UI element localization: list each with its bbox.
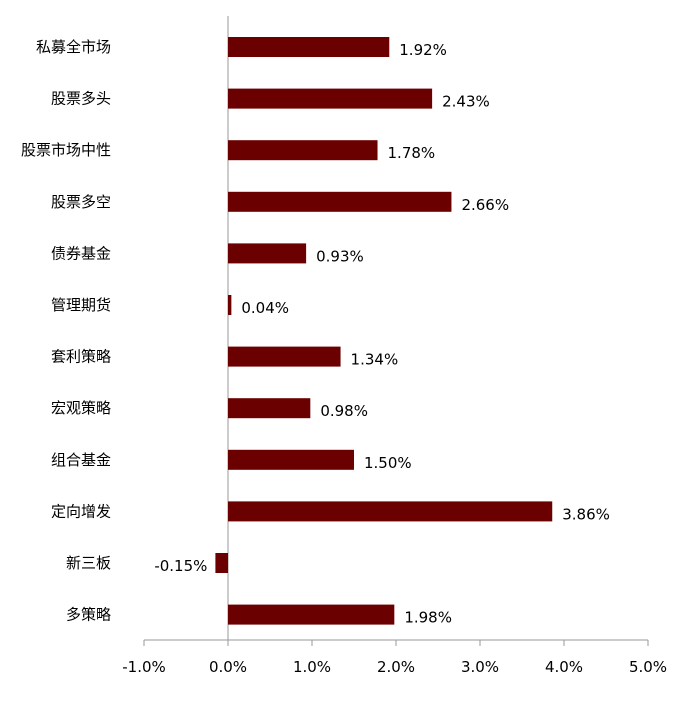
category-label: 宏观策略	[51, 399, 111, 417]
category-label: 债券基金	[51, 244, 111, 262]
bar	[228, 191, 452, 212]
category-label: 股票多头	[51, 90, 111, 108]
category-label: 多策略	[66, 606, 111, 624]
x-tick-label: 0.0%	[209, 658, 247, 676]
value-label: 3.86%	[562, 505, 610, 523]
bar	[228, 295, 232, 315]
bar-layer	[215, 37, 553, 625]
x-tick-label: 3.0%	[461, 658, 499, 676]
value-label: 2.66%	[461, 196, 509, 214]
bar	[215, 553, 228, 573]
category-label: 私募全市场	[36, 38, 111, 56]
axis-layer	[143, 16, 649, 646]
x-tick-label: 5.0%	[629, 658, 667, 676]
value-label: 1.92%	[399, 41, 447, 59]
category-label: 定向增发	[51, 502, 111, 520]
value-label: 1.78%	[388, 144, 436, 162]
x-tick-label: 2.0%	[377, 658, 415, 676]
x-tick-label: -1.0%	[122, 658, 166, 676]
category-label: 新三板	[66, 554, 111, 572]
bar	[228, 501, 553, 522]
value-label: 1.34%	[351, 351, 399, 369]
value-label: 1.50%	[364, 454, 412, 472]
value-label: -0.15%	[154, 557, 207, 575]
value-label: 0.93%	[316, 247, 364, 265]
value-label: 0.04%	[241, 299, 289, 317]
value-label: 2.43%	[442, 93, 490, 111]
bar	[228, 604, 395, 625]
bar	[228, 346, 341, 367]
bar	[228, 140, 378, 161]
bar	[228, 243, 307, 264]
bar	[228, 398, 311, 419]
bar	[228, 449, 354, 470]
x-tick-label: 4.0%	[545, 658, 583, 676]
label-layer: -1.0% 0.0% 1.0% 2.0% 3.0% 4.0% 5.0% 私募全市场 1.92% 股…	[21, 38, 667, 676]
category-label: 管理期货	[51, 296, 111, 314]
category-label: 股票市场中性	[21, 141, 111, 159]
category-label: 股票多空	[51, 193, 111, 211]
value-label: 1.98%	[404, 609, 452, 627]
category-label: 套利策略	[51, 348, 111, 366]
bar	[228, 37, 390, 57]
category-label: 组合基金	[51, 451, 111, 469]
value-label: 0.98%	[320, 402, 368, 420]
bar	[228, 88, 433, 109]
x-tick-label: 1.0%	[293, 658, 331, 676]
